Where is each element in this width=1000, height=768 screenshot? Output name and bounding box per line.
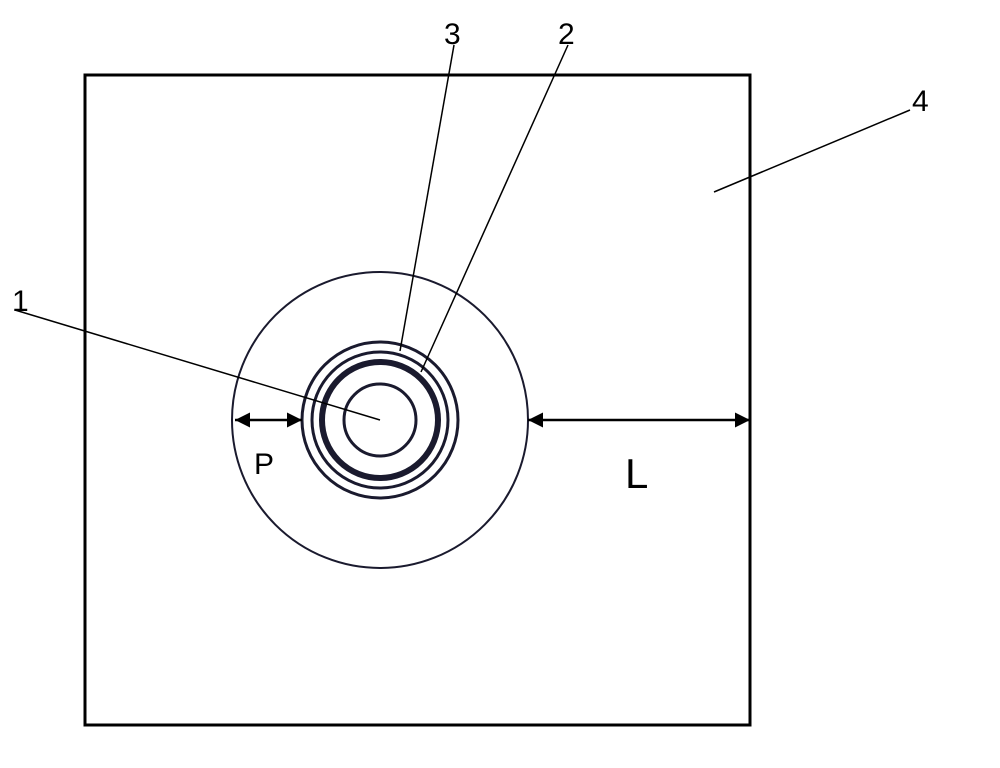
label-2: 2 bbox=[558, 18, 575, 52]
technical-diagram: 1 2 3 4 P L bbox=[0, 0, 1000, 768]
label-4: 4 bbox=[912, 85, 929, 119]
label-3: 3 bbox=[444, 18, 461, 52]
leader-line-3 bbox=[400, 45, 454, 351]
label-1: 1 bbox=[12, 285, 29, 319]
label-l: L bbox=[625, 450, 648, 498]
outer-frame bbox=[85, 75, 750, 725]
label-p: P bbox=[254, 448, 274, 482]
leader-line-2 bbox=[421, 45, 568, 372]
leader-line-4 bbox=[714, 110, 910, 192]
diagram-svg bbox=[0, 0, 1000, 768]
